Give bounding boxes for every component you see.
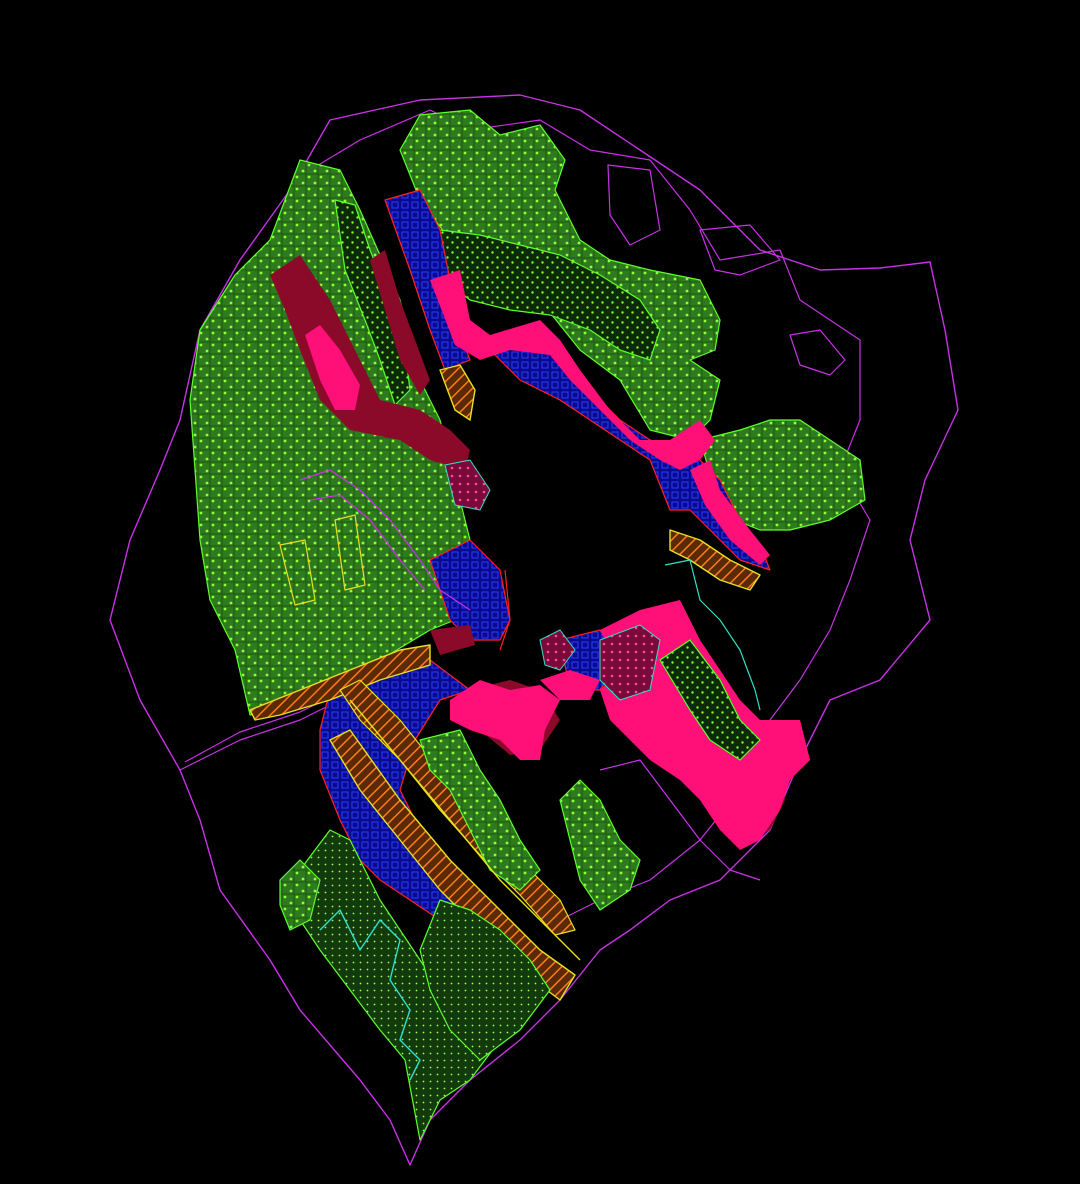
maroon-zone-mid-small <box>430 625 475 655</box>
yellow-parcel-west-2 <box>334 514 366 591</box>
pink-hatch-zone-3 <box>539 629 576 671</box>
boundary-loop-3 <box>699 224 781 276</box>
magenta-contour-west <box>299 469 471 611</box>
yellow-parcel-west <box>279 539 316 606</box>
pink-zone-center-west <box>450 680 560 760</box>
cyan-parcel-line-2 <box>664 559 761 711</box>
magenta-contour-south <box>599 759 761 881</box>
orange-road-strip-north <box>439 364 476 421</box>
pink-zone-center-east <box>540 670 600 700</box>
pink-zone-north-band <box>430 270 715 470</box>
maroon-zone-north-strip <box>370 250 430 395</box>
pink-zone-east-band <box>690 460 770 565</box>
green-zone-far-southwest <box>279 859 321 931</box>
magenta-contour-west-2 <box>309 494 426 591</box>
pink-zone-north-core <box>305 325 360 410</box>
map-linework <box>279 469 761 1081</box>
pink-hatch-zone <box>599 624 661 701</box>
green-zone-south-mid <box>419 729 541 891</box>
west-road-line <box>179 699 341 771</box>
red-parcel-line <box>499 569 511 651</box>
boundary-loop-2 <box>789 329 846 376</box>
map-parcels <box>189 109 866 1141</box>
pink-hatch-zone-2 <box>444 459 491 511</box>
orange-road-strip-upper <box>249 644 431 721</box>
orange-road-strip-east <box>669 529 761 591</box>
boundary-loop-1 <box>607 164 661 246</box>
orange-road-strip-main <box>329 729 576 1001</box>
blue-zone-mid <box>429 539 511 641</box>
green-zone-south-center <box>419 899 551 1061</box>
green-island-southeast <box>659 639 761 761</box>
maroon-zone-north <box>270 255 470 470</box>
yellow-road-center <box>349 699 581 961</box>
green-zone-south-east-strip <box>559 779 641 911</box>
green-zone-northwest-strip <box>334 199 411 406</box>
cyan-parcel-line <box>319 909 421 1081</box>
outer-boundary-line <box>109 94 959 1166</box>
green-zone-inner-north <box>439 229 661 361</box>
